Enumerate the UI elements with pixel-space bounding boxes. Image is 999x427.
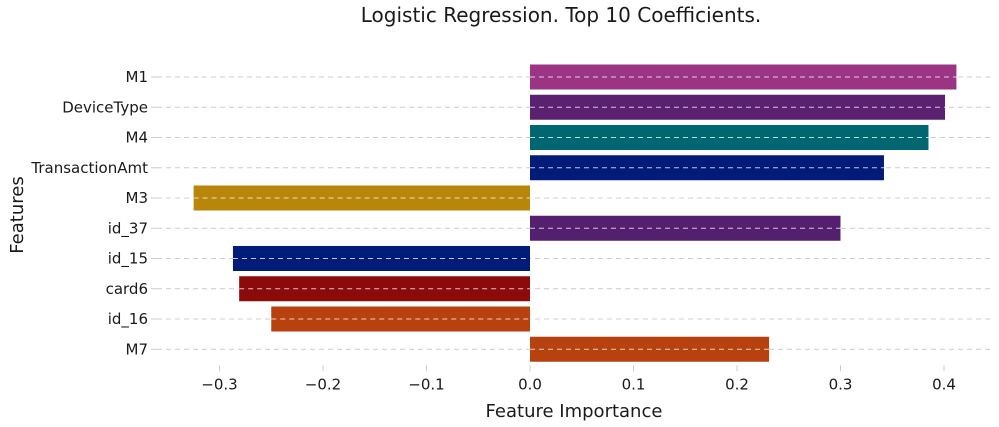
y-tick-label: id_15	[108, 250, 148, 269]
y-tick-label: M3	[126, 189, 149, 207]
y-tick-label: M4	[126, 129, 149, 147]
x-tick-label: 0.3	[829, 375, 853, 393]
y-tick-label: id_37	[108, 219, 148, 238]
y-tick-label: DeviceType	[62, 98, 148, 116]
bars-layer	[193, 64, 957, 362]
x-tick-label: 0.2	[725, 375, 749, 393]
x-tick-label: −0.2	[305, 375, 341, 393]
y-tick-label: id_16	[108, 310, 148, 329]
bar-m3	[193, 185, 530, 211]
x-tick-label: 0.1	[622, 375, 646, 393]
x-tick-label: −0.3	[201, 375, 237, 393]
x-tick-label: 0.0	[518, 375, 542, 393]
y-tick-label: TransactionAmt	[30, 159, 148, 177]
y-tick-label: M1	[126, 68, 149, 86]
gridlines-over-layer	[193, 76, 957, 350]
chart-title: Logistic Regression. Top 10 Coefficients…	[361, 3, 761, 27]
x-axis-label: Feature Importance	[486, 401, 663, 422]
x-tick-layer: −0.3 −0.2 −0.1 0.0 0.1 0.2 0.3 0.4	[201, 365, 956, 393]
y-axis-label: Features	[7, 176, 28, 253]
y-tick-label: M7	[126, 340, 149, 358]
y-tick-layer: M1 DeviceType M4 TransactionAmt M3 id_37 id_15…	[30, 68, 157, 358]
x-tick-label: −0.1	[408, 375, 444, 393]
x-tick-label: 0.4	[932, 375, 956, 393]
y-tick-label: card6	[106, 280, 148, 298]
